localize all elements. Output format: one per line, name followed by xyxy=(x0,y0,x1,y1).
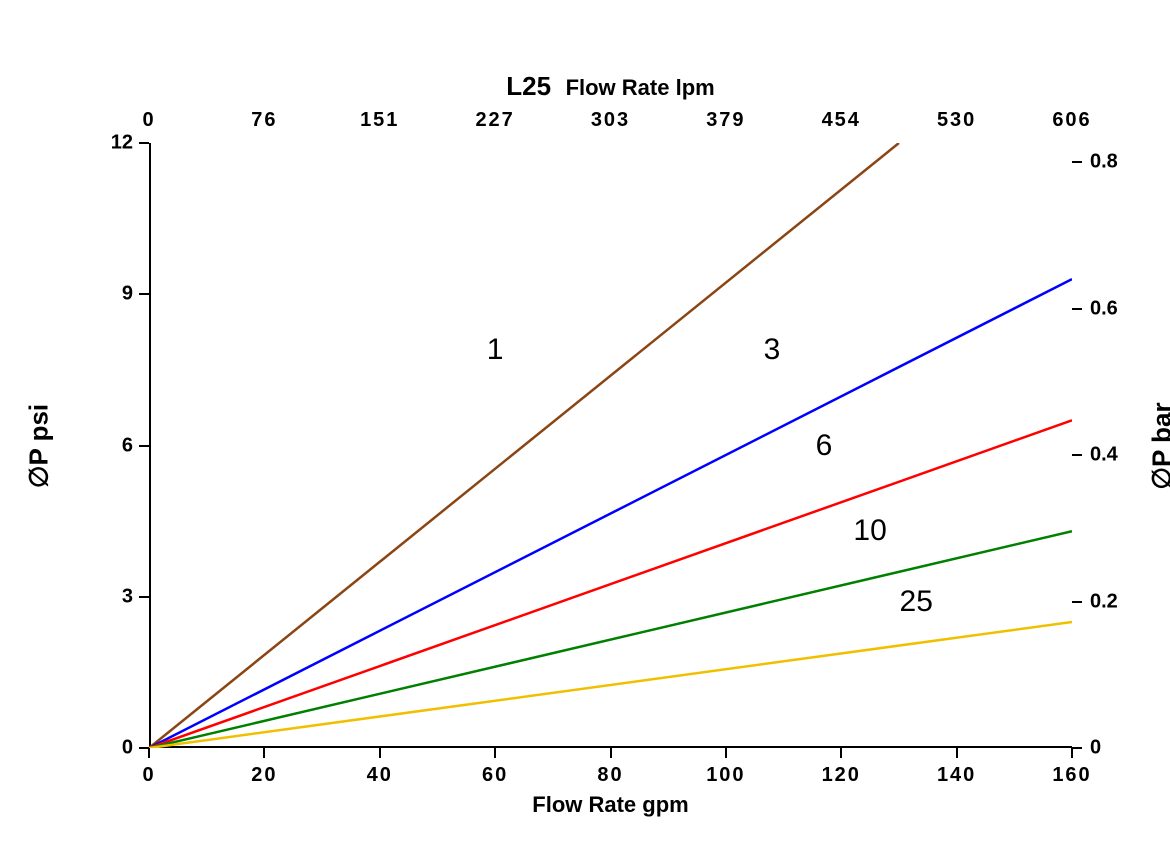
y-right-tick-label: 0.6 xyxy=(1090,297,1118,320)
x-bottom-tick-label: 160 xyxy=(1052,764,1091,787)
y-left-tick-label: 9 xyxy=(122,283,133,306)
x-bottom-tick xyxy=(263,748,265,758)
x-bottom-tick-label: 20 xyxy=(251,764,277,787)
chart-lines-svg xyxy=(0,0,1170,866)
y-left-tick-label: 6 xyxy=(122,434,133,457)
y-left-tick xyxy=(139,293,149,295)
series-label: 1 xyxy=(487,333,504,367)
x-bottom-tick xyxy=(1071,748,1073,758)
y-right-tick xyxy=(1072,161,1082,163)
x-bottom-tick xyxy=(610,748,612,758)
y-right-tick xyxy=(1072,747,1082,749)
x-bottom-tick xyxy=(956,748,958,758)
y-right-tick xyxy=(1072,308,1082,310)
x-bottom-tick xyxy=(494,748,496,758)
x-bottom-tick xyxy=(725,748,727,758)
x-bottom-tick-label: 80 xyxy=(597,764,623,787)
y-left-tick-label: 12 xyxy=(111,132,133,155)
x-bottom-tick-label: 40 xyxy=(367,764,393,787)
series-label: 6 xyxy=(816,429,833,463)
x-bottom-tick-label: 0 xyxy=(142,764,155,787)
y-right-tick-label: 0.4 xyxy=(1090,444,1118,467)
y-right-tick-label: 0.2 xyxy=(1090,590,1118,613)
x-top-tick-label: 76 xyxy=(251,109,277,132)
x-bottom-tick xyxy=(840,748,842,758)
y-left-tick-label: 3 xyxy=(122,585,133,608)
x-bottom-tick-label: 120 xyxy=(822,764,861,787)
chart-container: { "canvas": { "width": 1170, "height": 8… xyxy=(0,0,1170,866)
series-line xyxy=(149,279,1072,748)
x-top-tick-label: 454 xyxy=(822,109,861,132)
y-right-tick-label: 0 xyxy=(1090,737,1101,760)
series-line xyxy=(149,420,1072,748)
y-right-tick xyxy=(1072,601,1082,603)
x-top-tick-label: 227 xyxy=(475,109,514,132)
y-left-tick xyxy=(139,747,149,749)
x-top-tick-label: 606 xyxy=(1052,109,1091,132)
x-top-tick-label: 303 xyxy=(591,109,630,132)
x-top-tick-label: 379 xyxy=(706,109,745,132)
y-left-tick-label: 0 xyxy=(122,737,133,760)
x-top-tick-label: 0 xyxy=(142,109,155,132)
series-line xyxy=(149,143,899,748)
x-bottom-tick xyxy=(379,748,381,758)
y-left-tick xyxy=(139,445,149,447)
x-top-tick-label: 151 xyxy=(360,109,399,132)
y-right-tick-label: 0.8 xyxy=(1090,151,1118,174)
x-bottom-tick-label: 60 xyxy=(482,764,508,787)
series-label: 25 xyxy=(900,585,933,619)
y-right-tick xyxy=(1072,454,1082,456)
x-bottom-tick-label: 140 xyxy=(937,764,976,787)
y-left-tick xyxy=(139,596,149,598)
series-label: 10 xyxy=(853,514,886,548)
x-bottom-tick xyxy=(148,748,150,758)
y-left-tick xyxy=(139,142,149,144)
x-top-tick-label: 530 xyxy=(937,109,976,132)
x-bottom-tick-label: 100 xyxy=(706,764,745,787)
series-label: 3 xyxy=(764,333,781,367)
